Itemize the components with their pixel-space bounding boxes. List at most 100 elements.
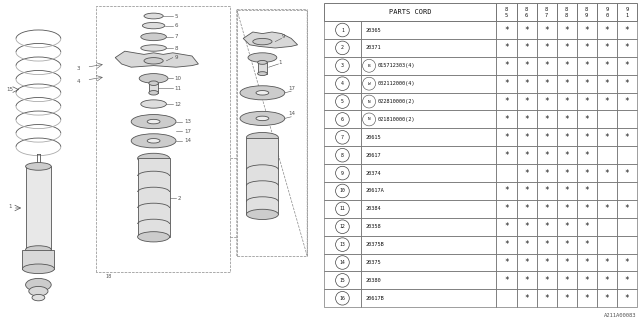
Bar bbox=[149, 83, 159, 93]
Text: 17: 17 bbox=[184, 129, 191, 134]
Text: *: * bbox=[564, 169, 569, 178]
Bar bbox=[361, 164, 497, 182]
Bar bbox=[361, 39, 497, 57]
Text: *: * bbox=[544, 26, 549, 35]
Polygon shape bbox=[115, 51, 198, 67]
Circle shape bbox=[335, 77, 349, 91]
Text: 15: 15 bbox=[340, 278, 346, 283]
Bar bbox=[536, 146, 557, 164]
Text: *: * bbox=[625, 79, 629, 88]
Bar bbox=[536, 128, 557, 146]
Circle shape bbox=[335, 41, 349, 55]
Text: *: * bbox=[564, 151, 569, 160]
Text: *: * bbox=[584, 61, 589, 70]
Bar bbox=[497, 253, 516, 271]
Bar bbox=[497, 128, 516, 146]
Bar bbox=[497, 57, 516, 75]
Bar bbox=[324, 200, 361, 218]
Bar bbox=[497, 182, 516, 200]
Text: 13: 13 bbox=[184, 119, 191, 124]
Text: 3: 3 bbox=[341, 63, 344, 68]
Bar bbox=[617, 21, 637, 39]
Text: *: * bbox=[524, 187, 529, 196]
Bar bbox=[361, 236, 497, 253]
Text: 5: 5 bbox=[505, 13, 508, 18]
Circle shape bbox=[335, 23, 349, 37]
Bar bbox=[497, 75, 516, 92]
Text: 14: 14 bbox=[288, 111, 295, 116]
Bar bbox=[324, 75, 361, 92]
Bar bbox=[361, 253, 497, 271]
Text: *: * bbox=[544, 61, 549, 70]
Ellipse shape bbox=[143, 22, 165, 29]
Text: *: * bbox=[504, 204, 509, 213]
Bar bbox=[361, 218, 497, 236]
Bar bbox=[557, 128, 577, 146]
Ellipse shape bbox=[149, 91, 159, 95]
Bar bbox=[617, 164, 637, 182]
Bar bbox=[596, 289, 617, 307]
Bar bbox=[596, 271, 617, 289]
Bar bbox=[617, 236, 637, 253]
Bar bbox=[536, 21, 557, 39]
Bar bbox=[324, 253, 361, 271]
Text: *: * bbox=[604, 294, 609, 303]
Text: *: * bbox=[544, 240, 549, 249]
Text: *: * bbox=[524, 26, 529, 35]
Text: *: * bbox=[544, 204, 549, 213]
Text: *: * bbox=[564, 97, 569, 106]
Circle shape bbox=[335, 238, 349, 252]
Bar bbox=[516, 253, 536, 271]
Bar bbox=[577, 110, 596, 128]
Text: *: * bbox=[544, 258, 549, 267]
Bar bbox=[324, 289, 361, 307]
Text: *: * bbox=[604, 204, 609, 213]
Text: 20371: 20371 bbox=[366, 45, 381, 51]
Bar bbox=[557, 110, 577, 128]
Text: *: * bbox=[504, 79, 509, 88]
Text: 20375: 20375 bbox=[366, 260, 381, 265]
Circle shape bbox=[335, 256, 349, 269]
Text: *: * bbox=[564, 26, 569, 35]
Text: 18: 18 bbox=[106, 274, 112, 279]
Text: 20384: 20384 bbox=[366, 206, 381, 211]
Text: 12: 12 bbox=[340, 224, 346, 229]
Text: *: * bbox=[564, 222, 569, 231]
Text: *: * bbox=[504, 276, 509, 285]
Text: 20380: 20380 bbox=[366, 278, 381, 283]
Text: 021810000(2): 021810000(2) bbox=[377, 117, 415, 122]
Text: *: * bbox=[584, 133, 589, 142]
Text: 14: 14 bbox=[184, 138, 191, 143]
Text: 0: 0 bbox=[605, 13, 608, 18]
Text: *: * bbox=[625, 133, 629, 142]
Bar bbox=[361, 57, 497, 75]
Bar bbox=[596, 182, 617, 200]
Ellipse shape bbox=[253, 38, 272, 45]
Circle shape bbox=[335, 148, 349, 162]
Bar bbox=[596, 218, 617, 236]
Text: *: * bbox=[604, 44, 609, 52]
Text: *: * bbox=[584, 26, 589, 35]
Bar bbox=[617, 92, 637, 110]
Ellipse shape bbox=[248, 53, 277, 62]
Text: *: * bbox=[544, 115, 549, 124]
Circle shape bbox=[335, 184, 349, 198]
Text: 6: 6 bbox=[174, 23, 178, 28]
Bar bbox=[577, 236, 596, 253]
Ellipse shape bbox=[147, 119, 160, 124]
Text: *: * bbox=[584, 258, 589, 267]
Text: *: * bbox=[564, 258, 569, 267]
Text: *: * bbox=[504, 151, 509, 160]
Circle shape bbox=[363, 77, 376, 90]
Text: *: * bbox=[524, 204, 529, 213]
Text: *: * bbox=[625, 61, 629, 70]
Text: *: * bbox=[625, 294, 629, 303]
Bar bbox=[577, 75, 596, 92]
Bar bbox=[617, 253, 637, 271]
Text: *: * bbox=[524, 115, 529, 124]
Text: *: * bbox=[564, 133, 569, 142]
Bar bbox=[497, 236, 516, 253]
Bar bbox=[617, 218, 637, 236]
Bar bbox=[617, 182, 637, 200]
Bar bbox=[536, 164, 557, 182]
